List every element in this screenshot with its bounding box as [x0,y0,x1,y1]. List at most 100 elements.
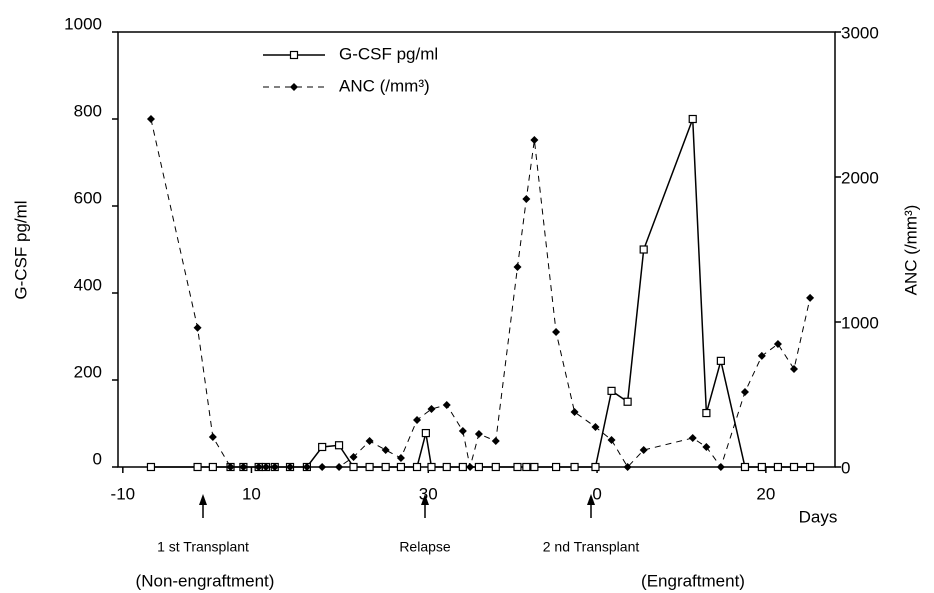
point [193,462,202,472]
point [491,462,500,472]
annotation-arrowhead [587,494,595,505]
x-tick-label: 10 [242,484,261,503]
point [458,462,467,472]
point [716,356,725,365]
point [757,462,766,472]
point [552,328,561,337]
point [773,462,783,472]
point [208,432,217,441]
y-tick-label: 800 [74,101,102,120]
y-tick-label: 0 [93,449,102,468]
annotation: 2 nd Transplant [543,539,640,555]
point [261,463,270,471]
y-tick-label: 200 [74,362,102,381]
point [591,462,600,472]
point [639,446,648,455]
point [773,340,782,349]
point [396,462,406,472]
point [193,323,202,332]
point [349,452,358,461]
annotation: 1 st Transplant [157,539,249,555]
point [530,136,539,145]
series-line [150,118,811,469]
point [318,442,327,452]
point [239,463,248,471]
point [146,115,155,123]
point [442,462,451,472]
point [270,463,279,471]
annotation: Relapse [399,539,451,555]
point [806,293,815,302]
annotation-arrowhead [199,494,207,505]
legend-label: ANC (/mm³) [339,76,430,95]
point [702,442,711,451]
point [513,462,522,472]
point [607,386,616,395]
point [413,416,422,425]
y2-tick-label: 0 [841,458,850,477]
y2-axis-label: ANC (/mm³) [901,205,920,296]
x-tick-label: 30 [419,484,438,503]
point [318,463,327,471]
x-tick-label: 20 [756,484,775,503]
point [349,462,358,472]
point [334,441,344,450]
point [757,351,766,360]
annotation-arrowhead [421,494,429,505]
point [427,462,436,472]
annotation: (Engraftment) [641,571,745,590]
point [365,437,374,446]
point [522,462,531,472]
point [623,397,632,406]
point [716,463,725,471]
point [302,463,311,471]
point [623,463,632,471]
point [513,263,522,272]
point [688,434,697,442]
x-tick-label: 0 [592,484,601,503]
point [381,462,390,472]
point [639,245,648,254]
series-line [150,118,811,468]
point [458,427,467,436]
annotation: (Non-engraftment) [136,571,275,590]
point [381,446,390,455]
point [427,405,436,413]
y-axis-label: G-CSF pg/ml [11,200,30,299]
legend-marker [290,83,298,91]
point [790,364,799,373]
point [335,463,344,471]
point [570,462,579,472]
point [591,422,600,431]
point [522,195,531,204]
y2-tick-label: 2000 [841,168,879,187]
point [466,463,475,471]
point [805,462,815,472]
y-tick-label: 400 [74,275,102,294]
point [442,400,451,409]
point [491,437,500,446]
point [254,463,263,471]
x-tick-label: -10 [111,484,136,503]
y-tick-label: 1000 [64,14,102,33]
legend-marker [289,50,299,60]
point [702,408,711,418]
point [474,429,483,438]
y-tick-label: 600 [74,188,102,207]
legend-label: G-CSF pg/ml [339,44,438,63]
point [286,463,295,471]
point [208,462,217,472]
point [607,436,616,445]
point [570,408,579,417]
point [474,462,484,472]
plot-frame [117,31,836,468]
point [740,462,750,472]
point [421,428,430,438]
x-axis-label: Days [799,507,838,526]
point [365,462,374,472]
y2-tick-label: 1000 [841,313,879,332]
point [412,462,422,472]
y2-tick-label: 3000 [841,23,879,42]
point [396,454,405,463]
